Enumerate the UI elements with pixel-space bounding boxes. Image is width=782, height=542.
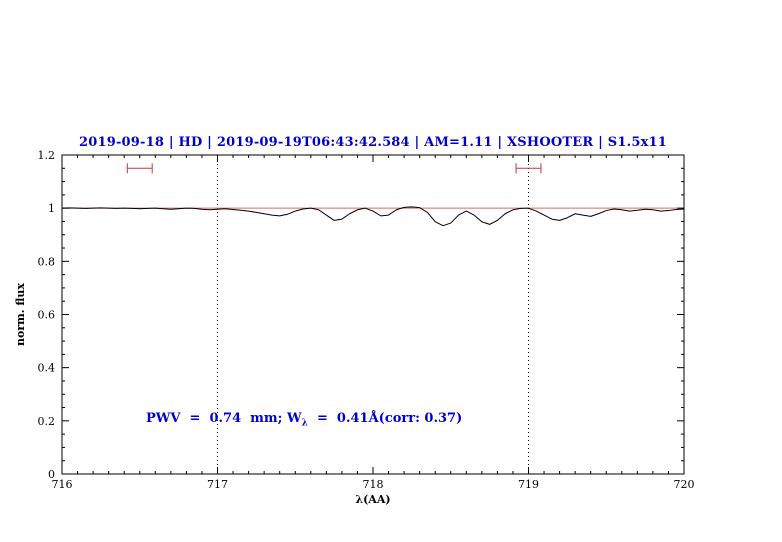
y-tick-label: 0 — [48, 468, 55, 481]
y-tick-label: 0.8 — [38, 255, 56, 268]
y-tick-label: 1.2 — [38, 149, 56, 162]
annotation-subscript-lambda: λ — [301, 418, 308, 429]
x-tick-label: 719 — [518, 478, 539, 491]
spectrum-line — [61, 206, 685, 227]
x-axis-label: λ(AA) — [355, 493, 391, 506]
y-axis-label: norm. flux — [14, 283, 27, 346]
y-tick-label: 0.2 — [38, 415, 56, 428]
y-tick-label: 0.6 — [38, 309, 56, 322]
annotation-text-post: = 0.41Å(corr: 0.37) — [307, 411, 463, 426]
pwv-annotation: PWV = 0.74 mm; Wλ = 0.41Å(corr: 0.37) — [146, 411, 462, 429]
y-tick-label: 0.4 — [38, 362, 56, 375]
x-tick-label: 717 — [207, 478, 228, 491]
x-tick-label: 720 — [674, 478, 695, 491]
y-tick-label: 1 — [48, 202, 55, 215]
x-tick-label: 716 — [52, 478, 73, 491]
annotation-text-pre: PWV = 0.74 mm; W — [146, 411, 302, 426]
x-tick-label: 718 — [363, 478, 384, 491]
plot-title: 2019-09-18 | HD | 2019-09-19T06:43:42.58… — [78, 135, 668, 150]
